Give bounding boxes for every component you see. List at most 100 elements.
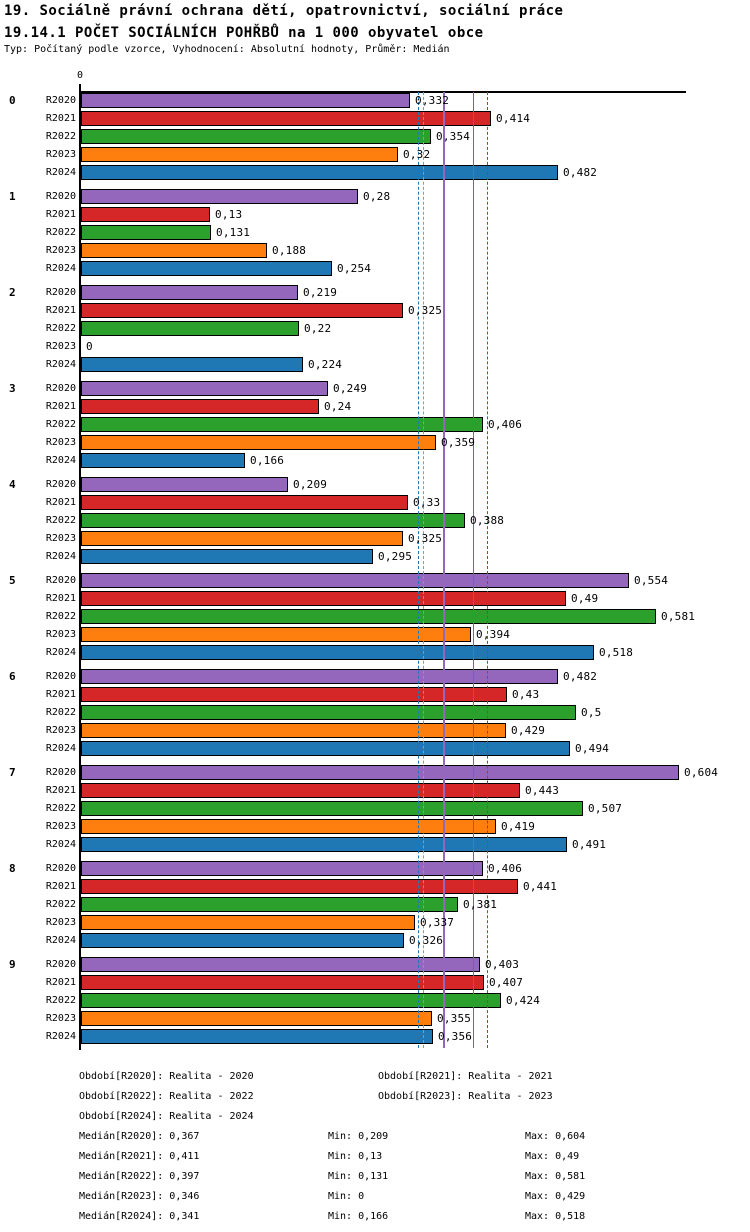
series-label: R2022 (45, 227, 76, 238)
median-line-r2021 (487, 92, 488, 1048)
series-label: R2022 (45, 419, 76, 430)
bar (81, 453, 245, 468)
series-label: R2021 (45, 401, 76, 412)
bar (81, 435, 436, 450)
series-label: R2022 (45, 899, 76, 910)
bar-value-label: 0,381 (463, 898, 498, 911)
bar (81, 243, 267, 258)
bar (81, 819, 496, 834)
bar (81, 879, 518, 894)
series-label: R2024 (45, 455, 76, 466)
series-label: R2023 (45, 149, 76, 160)
series-label: R2024 (45, 1031, 76, 1042)
series-label: R2022 (45, 323, 76, 334)
legend-period-label: Období[R2021]: Realita - 2021 (378, 1071, 553, 1082)
bar-value-label: 0,394 (476, 628, 511, 641)
bar-value-label: 0,359 (441, 436, 476, 449)
legend-period-label: Období[R2022]: Realita - 2022 (79, 1091, 254, 1102)
bar (81, 261, 332, 276)
bar-value-label: 0,224 (308, 358, 343, 371)
bar (81, 765, 679, 780)
bar (81, 957, 480, 972)
series-label: R2020 (45, 767, 76, 778)
bar (81, 723, 506, 738)
bar-value-label: 0,337 (420, 916, 455, 929)
legend-min-label: Min: 0,209 (328, 1131, 389, 1142)
legend-median-label: Medián[R2021]: 0,411 (79, 1151, 200, 1162)
bar (81, 189, 358, 204)
bar (81, 1011, 432, 1026)
legend-median-label: Medián[R2020]: 0,367 (79, 1131, 200, 1142)
bar (81, 417, 483, 432)
bar-value-label: 0,33 (413, 496, 441, 509)
series-label: R2024 (45, 743, 76, 754)
group-label: 6 (9, 670, 16, 683)
series-label: R2023 (45, 437, 76, 448)
bar (81, 303, 403, 318)
legend-max-label: Max: 0,581 (525, 1171, 586, 1182)
page-title: 19. Sociálně právní ochrana dětí, opatro… (4, 3, 564, 19)
legend-min-label: Min: 0,131 (328, 1171, 389, 1182)
bar-value-label: 0,166 (250, 454, 285, 467)
bar-value-label: 0,209 (293, 478, 328, 491)
series-label: R2021 (45, 785, 76, 796)
bar-value-label: 0,188 (272, 244, 307, 257)
bar (81, 741, 570, 756)
group-label: 7 (9, 766, 16, 779)
bar-value-label: 0,388 (470, 514, 505, 527)
bar (81, 897, 458, 912)
series-label: R2024 (45, 263, 76, 274)
series-label: R2020 (45, 479, 76, 490)
bar-value-label: 0,403 (485, 958, 520, 971)
bar-value-label: 0,406 (488, 418, 523, 431)
group-label: 1 (9, 190, 16, 203)
series-label: R2021 (45, 305, 76, 316)
series-label: R2024 (45, 359, 76, 370)
bar (81, 645, 594, 660)
bar (81, 495, 408, 510)
bar-value-label: 0,424 (506, 994, 541, 1007)
bar-value-label: 0,24 (324, 400, 352, 413)
bar (81, 993, 501, 1008)
bar (81, 531, 403, 546)
bar-value-label: 0,419 (501, 820, 536, 833)
bar-value-label: 0,429 (511, 724, 546, 737)
bar (81, 285, 298, 300)
bar-value-label: 0,494 (575, 742, 610, 755)
series-label: R2021 (45, 593, 76, 604)
bar-value-label: 0,356 (438, 1030, 473, 1043)
series-label: R2020 (45, 383, 76, 394)
bar-value-label: 0,325 (408, 532, 443, 545)
median-line-r2024 (418, 92, 419, 1048)
series-label: R2021 (45, 881, 76, 892)
bar (81, 837, 567, 852)
series-label: R2022 (45, 515, 76, 526)
bar (81, 915, 415, 930)
group-label: 8 (9, 862, 16, 875)
series-label: R2020 (45, 287, 76, 298)
group-label: 0 (9, 94, 16, 107)
legend-median-label: Medián[R2024]: 0,341 (79, 1211, 200, 1222)
chart-meta-info: Typ: Počítaný podle vzorce, Vyhodnocení:… (4, 44, 450, 55)
series-label: R2023 (45, 533, 76, 544)
series-label: R2020 (45, 863, 76, 874)
bar (81, 627, 471, 642)
axis-zero-label: 0 (76, 70, 84, 81)
bar-value-label: 0,28 (363, 190, 391, 203)
legend-min-label: Min: 0,166 (328, 1211, 389, 1222)
bar-value-label: 0,491 (572, 838, 607, 851)
legend-period-label: Období[R2023]: Realita - 2023 (378, 1091, 553, 1102)
bar (81, 93, 410, 108)
series-label: R2021 (45, 209, 76, 220)
chart-title: 19.14.1 POČET SOCIÁLNÍCH POHŘBŮ na 1 000… (4, 25, 484, 41)
bar-value-label: 0,22 (304, 322, 332, 335)
bar (81, 549, 373, 564)
series-label: R2021 (45, 497, 76, 508)
bar (81, 147, 398, 162)
legend-min-label: Min: 0 (328, 1191, 365, 1202)
legend-max-label: Max: 0,604 (525, 1131, 586, 1142)
bar-value-label: 0,295 (378, 550, 413, 563)
x-axis-line (80, 91, 686, 93)
series-label: R2021 (45, 977, 76, 988)
